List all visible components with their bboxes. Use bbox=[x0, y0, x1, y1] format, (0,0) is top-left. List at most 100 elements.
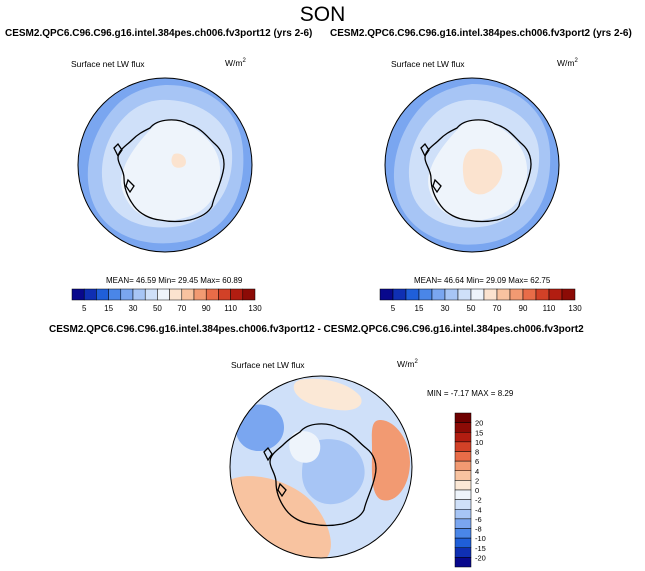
diff-colorbar-swatch bbox=[454, 480, 472, 491]
panel1-colorbar-swatch bbox=[132, 288, 146, 301]
panel2-colorbar-swatch bbox=[444, 288, 459, 301]
panel2-colorbar-swatch bbox=[509, 288, 524, 301]
panel1-colorbar-tick-label: 30 bbox=[129, 304, 138, 313]
diff-colorbar-tick-label: 10 bbox=[475, 438, 483, 447]
diff-blob-positive-east bbox=[371, 420, 410, 501]
panel2-colorbar-swatch bbox=[535, 288, 550, 301]
diff-colorbar-swatch bbox=[454, 422, 472, 433]
diff-colorbar-swatch bbox=[454, 451, 472, 462]
diff-colorbar-swatch bbox=[454, 470, 472, 481]
panel1-colorbar-swatch bbox=[181, 288, 195, 301]
panel2-colorbar-tick-label: 5 bbox=[391, 304, 396, 313]
diff-map bbox=[230, 376, 412, 558]
panel2-map-border bbox=[384, 77, 560, 253]
diff-colorbar-tick-label: -15 bbox=[475, 544, 486, 553]
panel1-stats: MEAN= 46.59 Min= 29.45 Max= 60.89 bbox=[106, 276, 243, 285]
diff-colorbar-swatch bbox=[454, 518, 472, 529]
panel2-colorbar-swatch bbox=[379, 288, 394, 301]
diff-colorbar-swatch bbox=[454, 557, 472, 568]
diff-colorbar-tick-label: -6 bbox=[475, 515, 482, 524]
panel1-colorbar-tick-label: 50 bbox=[153, 304, 162, 313]
diff-colorbar-tick-label: -20 bbox=[475, 553, 486, 562]
diff-colorbar-tick-label: -8 bbox=[475, 525, 482, 534]
panel2-colorbar-swatch bbox=[561, 288, 576, 301]
panel2-colorbar-tick-label: 50 bbox=[467, 304, 476, 313]
panel1-colorbar-swatch bbox=[96, 288, 109, 301]
diff-colorbar-swatch bbox=[454, 432, 472, 443]
diff-colorbar-tick-label: -4 bbox=[475, 505, 482, 514]
diff-colorbar-tick-label: 0 bbox=[475, 486, 479, 495]
diff-colorbar-swatch bbox=[454, 460, 472, 471]
panel2-colorbar-tick-label: 70 bbox=[493, 304, 502, 313]
diff-blob-neutral-center bbox=[289, 431, 321, 463]
diff-field-label: Surface net LW flux bbox=[231, 360, 305, 370]
diff-colorbar-tick-label: 2 bbox=[475, 476, 479, 485]
panel1-colorbar-tick-label: 5 bbox=[82, 304, 87, 313]
panel2-colorbar-swatch bbox=[431, 288, 446, 301]
diff-colorbar-tick-label: -10 bbox=[475, 534, 486, 543]
diff-colorbar-swatch bbox=[454, 509, 472, 520]
diff-colorbar-swatch bbox=[454, 528, 472, 539]
panel1-map-border bbox=[77, 77, 253, 253]
panel1-colorbar-swatch bbox=[108, 288, 122, 301]
panel1-colorbar-swatch bbox=[157, 288, 170, 301]
diff-colorbar-tick-label: 15 bbox=[475, 428, 483, 437]
panel2-colorbar-swatch bbox=[548, 288, 563, 301]
panel1-colorbar-tick-label: 70 bbox=[177, 304, 186, 313]
panel1-colorbar-swatch bbox=[242, 288, 256, 301]
diff-colorbar-tick-label: 4 bbox=[475, 467, 479, 476]
panel1-interior-peak bbox=[171, 153, 186, 168]
diff-colorbar-tick-label: 6 bbox=[475, 457, 479, 466]
panel2-colorbar-tick-label: 30 bbox=[441, 304, 450, 313]
panel2-colorbar-tick-label: 130 bbox=[568, 304, 582, 313]
panel2-colorbar-swatch bbox=[418, 288, 433, 301]
diff-colorbar-tick-label: 8 bbox=[475, 448, 479, 457]
panel1-colorbar-swatch bbox=[169, 288, 183, 301]
panel2-colorbar-tick-label: 110 bbox=[543, 304, 556, 313]
panel1-colorbar-swatch bbox=[218, 288, 231, 301]
diff-colorbar-swatch bbox=[454, 489, 472, 500]
panel2-colorbar-tick-label: 90 bbox=[519, 304, 528, 313]
diff-blob-positive-north bbox=[293, 378, 362, 411]
diff-coastline bbox=[263, 423, 377, 527]
diff-colorbar-swatch bbox=[454, 499, 472, 510]
panel2-stats: MEAN= 46.64 Min= 29.09 Max= 62.75 bbox=[414, 276, 551, 285]
panel2-units: W/m2 bbox=[557, 58, 578, 68]
panel1-field-label: Surface net LW flux bbox=[71, 59, 145, 69]
panel1-colorbar-tick-label: 15 bbox=[104, 304, 113, 313]
diff-units: W/m2 bbox=[397, 359, 418, 369]
panel2-colorbar-swatch bbox=[496, 288, 511, 301]
panel1-colorbar-tick-label: 130 bbox=[248, 304, 262, 313]
panel2-colorbar-swatch bbox=[522, 288, 537, 301]
diff-blob-negative-west bbox=[234, 404, 285, 452]
panel2-colorbar-swatch bbox=[405, 288, 420, 301]
panel2-colorbar: 5 15 30 50 70 90 110 130 bbox=[379, 288, 582, 313]
panel1-colorbar: 5 15 30 50 70 90 110 130 bbox=[71, 288, 262, 313]
diff-title: CESM2.QPC6.C96.C96.g16.intel.384pes.ch00… bbox=[49, 324, 584, 335]
panel2-interior-peak bbox=[462, 148, 503, 195]
panel1-title: CESM2.QPC6.C96.C96.g16.intel.384pes.ch00… bbox=[5, 28, 313, 39]
diff-colorbar-tick-label: 20 bbox=[475, 419, 483, 428]
panel1-units: W/m2 bbox=[225, 58, 246, 68]
diff-map-border bbox=[229, 375, 413, 559]
panel1-antarctica bbox=[121, 119, 221, 221]
panel1-colorbar-swatch bbox=[83, 288, 97, 301]
panel1-colorbar-swatch bbox=[230, 288, 244, 301]
panel1-colorbar-swatch bbox=[71, 288, 85, 301]
diff-colorbar-swatch bbox=[454, 537, 472, 548]
panel2-colorbar-swatch bbox=[470, 288, 485, 301]
panel2-field-label: Surface net LW flux bbox=[391, 59, 465, 69]
panel2-colorbar-swatch bbox=[392, 288, 407, 301]
diff-colorbar-swatch bbox=[454, 547, 472, 558]
panel2-map bbox=[385, 78, 559, 252]
panel1-coastline bbox=[113, 119, 225, 223]
diff-stats: MIN = -7.17 MAX = 8.29 bbox=[427, 389, 514, 398]
panel1-colorbar-swatch bbox=[205, 288, 219, 301]
panel1-colorbar-tick-label: 90 bbox=[202, 304, 211, 313]
panel1-colorbar-tick-label: 110 bbox=[224, 304, 237, 313]
panel2-coastline bbox=[420, 119, 532, 223]
panel2-colorbar-swatch bbox=[483, 288, 498, 301]
diff-colorbar-tick-label: -2 bbox=[475, 496, 482, 505]
